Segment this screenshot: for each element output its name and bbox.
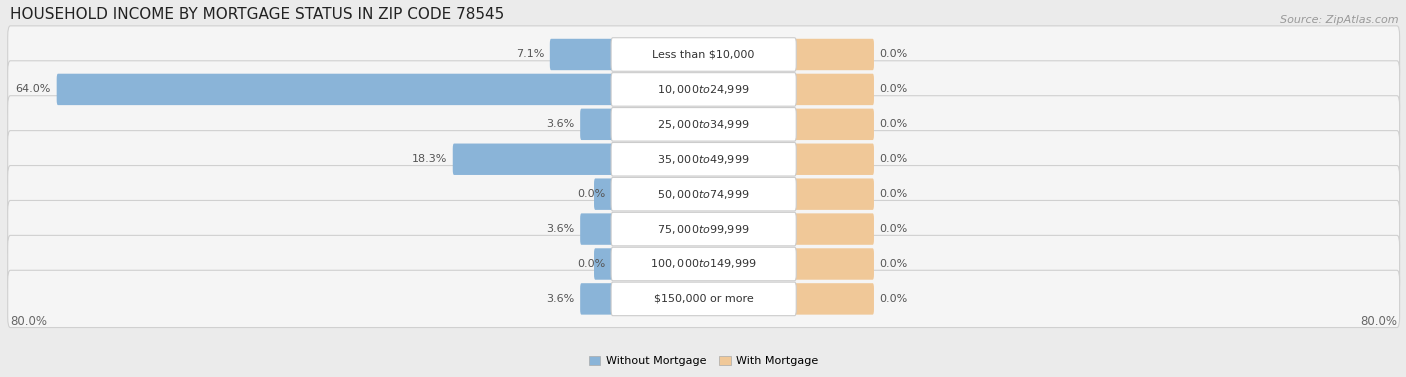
Text: Source: ZipAtlas.com: Source: ZipAtlas.com [1281, 15, 1399, 25]
Text: HOUSEHOLD INCOME BY MORTGAGE STATUS IN ZIP CODE 78545: HOUSEHOLD INCOME BY MORTGAGE STATUS IN Z… [10, 7, 505, 22]
FancyBboxPatch shape [793, 283, 875, 315]
Text: 0.0%: 0.0% [880, 189, 908, 199]
FancyBboxPatch shape [581, 283, 614, 315]
Text: 18.3%: 18.3% [412, 154, 447, 164]
Text: 80.0%: 80.0% [10, 315, 48, 328]
FancyBboxPatch shape [7, 166, 1399, 223]
FancyBboxPatch shape [793, 248, 875, 280]
FancyBboxPatch shape [793, 39, 875, 70]
Text: 0.0%: 0.0% [880, 224, 908, 234]
FancyBboxPatch shape [593, 178, 614, 210]
FancyBboxPatch shape [7, 96, 1399, 153]
FancyBboxPatch shape [581, 109, 614, 140]
FancyBboxPatch shape [612, 38, 796, 71]
Text: 0.0%: 0.0% [880, 154, 908, 164]
FancyBboxPatch shape [793, 213, 875, 245]
Text: 0.0%: 0.0% [880, 49, 908, 60]
Text: 0.0%: 0.0% [578, 259, 606, 269]
Text: 0.0%: 0.0% [880, 294, 908, 304]
FancyBboxPatch shape [793, 178, 875, 210]
Text: $35,000 to $49,999: $35,000 to $49,999 [658, 153, 749, 166]
Legend: Without Mortgage, With Mortgage: Without Mortgage, With Mortgage [585, 351, 823, 371]
FancyBboxPatch shape [453, 144, 614, 175]
FancyBboxPatch shape [7, 235, 1399, 293]
FancyBboxPatch shape [793, 144, 875, 175]
Text: $50,000 to $74,999: $50,000 to $74,999 [658, 188, 749, 201]
Text: 7.1%: 7.1% [516, 49, 544, 60]
FancyBboxPatch shape [7, 61, 1399, 118]
Text: 0.0%: 0.0% [880, 84, 908, 94]
FancyBboxPatch shape [550, 39, 614, 70]
FancyBboxPatch shape [612, 212, 796, 246]
FancyBboxPatch shape [581, 213, 614, 245]
Text: $150,000 or more: $150,000 or more [654, 294, 754, 304]
Text: $100,000 to $149,999: $100,000 to $149,999 [651, 257, 756, 271]
Text: $25,000 to $34,999: $25,000 to $34,999 [658, 118, 749, 131]
Text: 3.6%: 3.6% [547, 294, 575, 304]
FancyBboxPatch shape [7, 270, 1399, 328]
Text: 3.6%: 3.6% [547, 224, 575, 234]
FancyBboxPatch shape [7, 26, 1399, 83]
FancyBboxPatch shape [612, 107, 796, 141]
Text: $75,000 to $99,999: $75,000 to $99,999 [658, 222, 749, 236]
Text: 0.0%: 0.0% [880, 259, 908, 269]
Text: Less than $10,000: Less than $10,000 [652, 49, 755, 60]
Text: 80.0%: 80.0% [1360, 315, 1398, 328]
FancyBboxPatch shape [7, 201, 1399, 258]
FancyBboxPatch shape [612, 282, 796, 316]
FancyBboxPatch shape [7, 130, 1399, 188]
FancyBboxPatch shape [56, 74, 614, 105]
Text: 3.6%: 3.6% [547, 120, 575, 129]
Text: 0.0%: 0.0% [578, 189, 606, 199]
Text: 64.0%: 64.0% [15, 84, 51, 94]
FancyBboxPatch shape [612, 247, 796, 281]
Text: 0.0%: 0.0% [880, 120, 908, 129]
FancyBboxPatch shape [612, 73, 796, 106]
FancyBboxPatch shape [793, 109, 875, 140]
FancyBboxPatch shape [593, 248, 614, 280]
Text: $10,000 to $24,999: $10,000 to $24,999 [658, 83, 749, 96]
FancyBboxPatch shape [612, 178, 796, 211]
FancyBboxPatch shape [793, 74, 875, 105]
FancyBboxPatch shape [612, 143, 796, 176]
